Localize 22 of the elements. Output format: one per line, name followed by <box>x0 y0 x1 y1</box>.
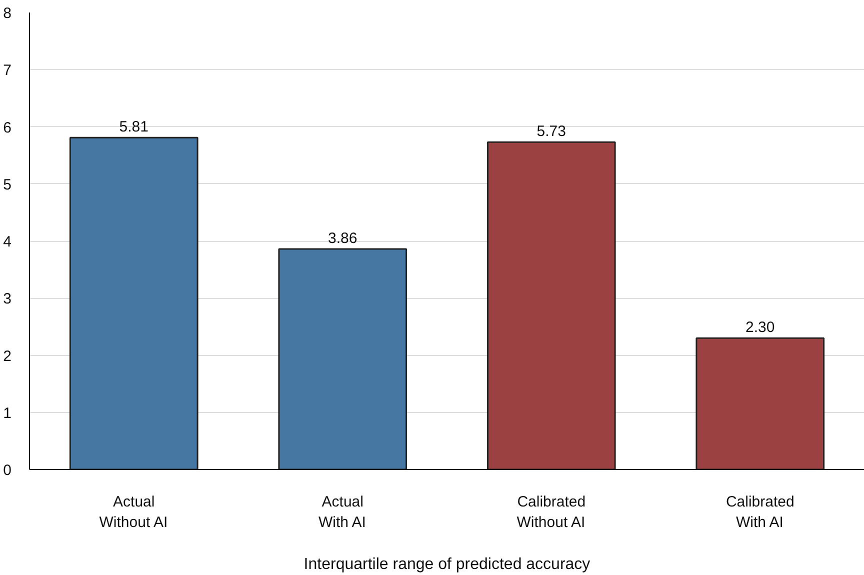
data-label: 5.73 <box>536 123 566 140</box>
y-tick-label: 7 <box>3 62 12 80</box>
bar <box>69 136 198 470</box>
bar <box>696 337 825 470</box>
x-tick-label: Calibrated Without AI <box>516 494 586 531</box>
bar <box>486 141 616 470</box>
x-tick-label: Actual Without AI <box>99 494 168 531</box>
y-tick-label: 1 <box>3 404 12 422</box>
x-tick-label: Actual With AI <box>318 494 366 531</box>
data-label: 2.30 <box>746 319 775 336</box>
data-label: 3.86 <box>328 230 358 247</box>
y-tick-label: 8 <box>3 5 12 22</box>
y-tick-label: 4 <box>3 234 12 250</box>
data-label: 5.81 <box>119 118 148 136</box>
x-axis-title: Interquartile range of predicted accuracy <box>304 556 590 573</box>
bar <box>278 248 408 470</box>
y-tick-label: 3 <box>3 290 12 308</box>
y-tick-label: 5 <box>3 176 12 194</box>
y-tick-label: 6 <box>3 119 12 136</box>
x-tick-label: Calibrated With AI <box>726 494 794 531</box>
y-tick-label: 2 <box>3 348 12 365</box>
y-tick-label: 0 <box>3 462 12 479</box>
